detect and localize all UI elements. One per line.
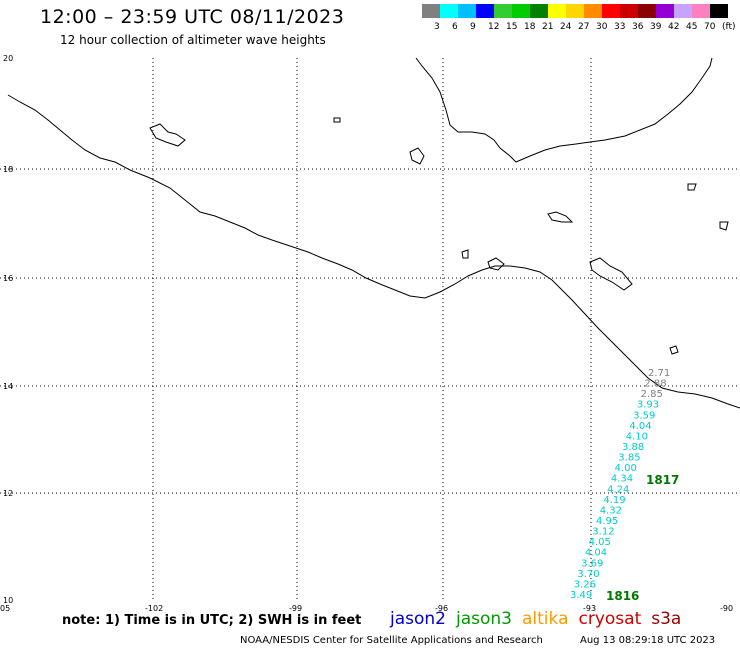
lon-label: -102 [145,604,163,613]
legend-label: (ft) [722,22,736,32]
legend-label: 45 [686,22,698,32]
lon-label: -90 [720,604,733,613]
legend-label: 33 [614,22,626,32]
swh-value-label: 3.12 [592,527,614,538]
swh-value-label: 3.49 [570,590,592,601]
legend-swatch [458,4,476,18]
islands [149,117,729,355]
legend-label: 3 [434,22,440,32]
coastline-pacific [7,94,740,409]
legend-swatch [476,4,494,18]
legend-swatch [674,4,692,18]
legend-label: 27 [578,22,590,32]
legend-swatch [530,4,548,18]
legend-label: 9 [470,22,476,32]
altimeter-track: 2.712.882.853.933.594.044.103.883.854.00… [570,368,679,603]
footer-timestamp: Aug 13 08:29:18 UTC 2023 [580,635,716,646]
lat-label: 18 [3,165,13,174]
swh-value-label: 4.00 [615,463,637,474]
legend-label: 30 [596,22,608,32]
satellite-altika: altika [522,609,569,629]
legend-swatch [440,4,458,18]
lat-label: 10 [3,596,13,605]
legend-swatch [422,4,440,18]
legend-swatch [620,4,638,18]
legend-label: 6 [452,22,458,32]
lon-label: -93 [583,604,596,613]
pass-time-label: 1816 [606,589,639,603]
pass-time-label: 1817 [646,473,679,487]
swh-value-label: 3.85 [618,453,640,464]
legend-label: 39 [650,22,662,32]
legend-label: 36 [632,22,644,32]
footer-credit: NOAA/NESDIS Center for Satellite Applica… [240,635,543,646]
legend-label: 42 [668,22,680,32]
satellite-s3a: s3a [651,609,682,629]
legend-swatch [494,4,512,18]
swh-value-label: 4.32 [600,505,622,516]
legend-label: 12 [488,22,500,32]
legend-swatch [548,4,566,18]
legend-label: 21 [542,22,554,32]
lat-label: 12 [3,489,13,498]
swh-value-label: 4.04 [629,421,651,432]
lon-label: -99 [289,604,302,613]
swh-value-label: 3.26 [574,579,596,590]
note-text: note: 1) Time is in UTC; 2) SWH is in fe… [62,613,362,628]
legend-label: 15 [506,22,518,32]
lon-label: -96 [435,604,448,613]
swh-value-label: 2.88 [644,379,666,390]
satellite-jason2: jason2 [390,609,446,629]
legend-label: 24 [560,22,572,32]
legend-swatch [566,4,584,18]
lat-label: 16 [3,274,13,283]
legend-label: 18 [524,22,536,32]
satellite-jason3: jason3 [456,609,512,629]
map-title: 12:00 – 23:59 UTC 08/11/2023 [40,6,345,28]
satellite-legend: jason2 jason3 altika cryosat s3a [390,609,691,629]
lon-label: -105 [0,604,10,613]
map-subtitle: 12 hour collection of altimeter wave hei… [60,33,326,47]
swh-value-label: 3.59 [633,410,655,421]
swh-value-label: 3.88 [622,442,644,453]
swh-value-label: 3.69 [581,558,603,569]
satellite-cryosat: cryosat [578,609,642,629]
legend-swatch [656,4,674,18]
swh-value-label: 3.70 [577,569,599,580]
swh-value-label: 2.71 [648,368,670,379]
swh-value-label: 4.05 [589,537,611,548]
legend-swatch [584,4,602,18]
lat-label: 20 [3,54,13,63]
legend-swatch [692,4,710,18]
swh-value-label: 4.10 [626,431,648,442]
legend-label: 70 [704,22,716,32]
swh-value-label: 3.93 [637,400,659,411]
legend-swatch [710,4,728,18]
legend-swatch [602,4,620,18]
legend-swatch [638,4,656,18]
swh-value-label: 4.34 [611,474,633,485]
lat-label: 14 [3,382,13,391]
legend-swatch [512,4,530,18]
swh-value-label: 4.04 [585,548,607,559]
map-grid [0,58,740,602]
coastline-gulf [415,57,713,163]
swh-value-label: 4.24 [607,484,629,495]
swh-value-label: 2.85 [641,389,663,400]
swh-value-label: 4.19 [603,495,625,506]
swh-value-label: 4.95 [596,516,618,527]
